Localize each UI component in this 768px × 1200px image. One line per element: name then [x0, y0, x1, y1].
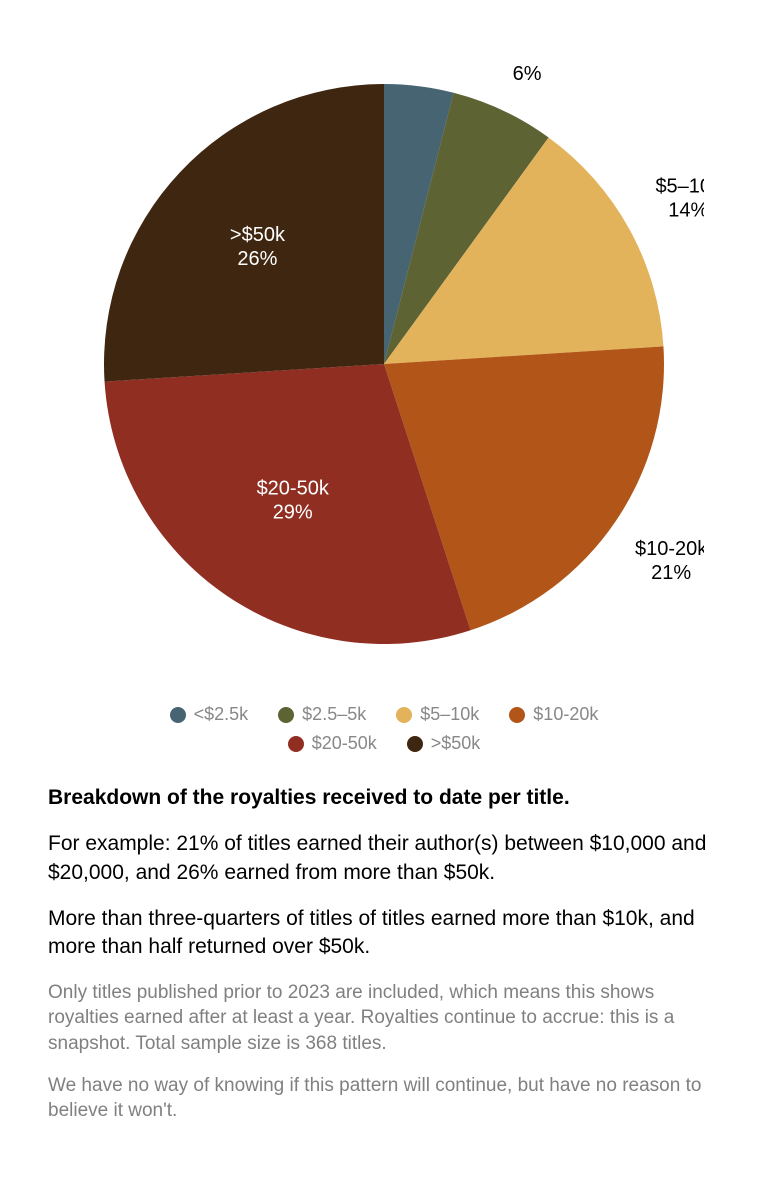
chart-title: Breakdown of the royalties received to d… [48, 784, 720, 812]
legend-label: $5–10k [420, 704, 479, 725]
legend-swatch [509, 707, 525, 723]
legend-item: <$2.5k [170, 704, 249, 725]
legend-item: $2.5–5k [278, 704, 366, 725]
legend-label: $20-50k [312, 733, 377, 754]
slice-label-name: $20-50k [257, 477, 330, 499]
legend-swatch [288, 736, 304, 752]
legend-item: $5–10k [396, 704, 479, 725]
legend-label: >$50k [431, 733, 481, 754]
chart-footnote-2: We have no way of knowing if this patter… [48, 1073, 720, 1124]
chart-legend: <$2.5k $2.5–5k $5–10k $10-20k $20-50k >$50k [154, 704, 614, 754]
legend-label: <$2.5k [194, 704, 249, 725]
slice-label-value: 21% [651, 562, 691, 584]
slice-label-name: $5–10k [655, 176, 704, 198]
legend-item: $20-50k [288, 733, 377, 754]
chart-paragraph-2: More than three-quarters of titles of ti… [48, 905, 720, 962]
slice-label-value: 14% [668, 200, 704, 222]
legend-swatch [278, 707, 294, 723]
slice-label-name: $10-20k [635, 538, 704, 560]
legend-item: $10-20k [509, 704, 598, 725]
slice-label-value: 6% [513, 64, 542, 85]
legend-swatch [396, 707, 412, 723]
slice-label-value: 29% [273, 501, 313, 523]
chart-footnote-1: Only titles published prior to 2023 are … [48, 980, 720, 1057]
legend-label: $10-20k [533, 704, 598, 725]
legend-swatch [407, 736, 423, 752]
slice-label-name: >$50k [230, 224, 286, 246]
legend-label: $2.5–5k [302, 704, 366, 725]
royalties-pie-chart: <$2.5k4%$2.5–5k6%$5–10k14%$10-20k21%$20-… [64, 64, 704, 684]
legend-swatch [170, 707, 186, 723]
slice-label-value: 26% [237, 248, 277, 270]
legend-item: >$50k [407, 733, 481, 754]
pie-chart-container: <$2.5k4%$2.5–5k6%$5–10k14%$10-20k21%$20-… [48, 64, 720, 684]
chart-paragraph-1: For example: 21% of titles earned their … [48, 830, 720, 887]
